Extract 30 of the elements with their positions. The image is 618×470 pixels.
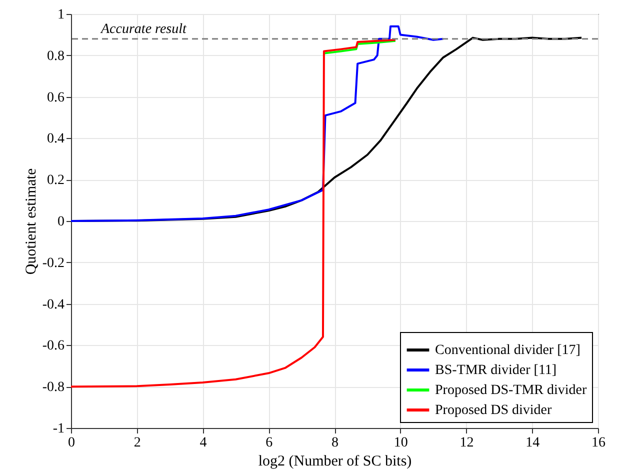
x-tick-label: 10: [394, 436, 408, 450]
legend-label: Conventional divider [17]: [435, 343, 580, 358]
x-axis-title: log2 (Number of SC bits): [258, 454, 412, 470]
y-tick-label: -0.2: [42, 256, 64, 271]
x-tick-label: 8: [332, 436, 338, 450]
x-tick-label: 16: [592, 436, 606, 450]
line-series: [71, 38, 396, 388]
y-tick-label: 0.8: [47, 48, 64, 64]
legend-label: BS-TMR divider [11]: [435, 363, 557, 378]
x-tick-label: 6: [266, 436, 273, 450]
x-tick-label: 2: [134, 436, 141, 450]
legend-label: Proposed DS divider: [435, 403, 552, 418]
ref-line-label: Accurate result: [100, 22, 188, 37]
y-tick-label: 0.4: [47, 132, 64, 147]
x-tick-label: 14: [526, 436, 540, 450]
y-tick-label: -0.6: [42, 338, 64, 354]
y-tick-label: 0: [58, 214, 64, 230]
y-tick-label: -0.4: [42, 297, 64, 312]
y-tick-label: 0.2: [47, 173, 64, 188]
x-tick-label: 0: [68, 436, 75, 450]
line-series: [322, 40, 396, 54]
y-tick-label: 1: [58, 8, 64, 22]
x-tick-label: 12: [460, 436, 474, 450]
y-tick-label: -1: [52, 422, 64, 436]
legend-label: Proposed DS-TMR divider: [435, 383, 587, 398]
line-series: [71, 25, 444, 222]
y-tick-label: -0.8: [42, 380, 64, 396]
x-tick-label: 4: [200, 436, 207, 450]
y-tick-label: 0.6: [47, 90, 64, 106]
y-axis-title: Quotient estimate: [23, 168, 40, 275]
